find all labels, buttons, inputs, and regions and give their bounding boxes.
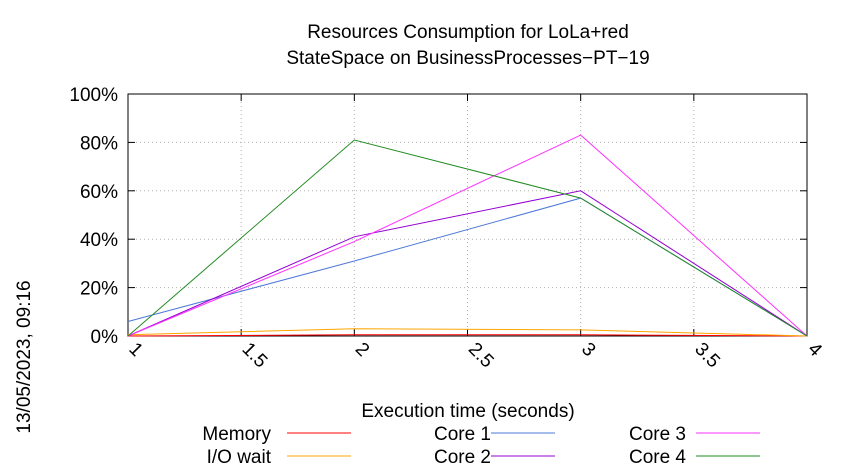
- y-tick-label: 40%: [80, 230, 118, 251]
- series-lines: [127, 134, 808, 337]
- chart-title-line-2: StateSpace on BusinessProcesses−PT−19: [286, 48, 649, 69]
- y-tick-label: 20%: [80, 279, 118, 300]
- x-tick-label: 1.5: [238, 339, 272, 373]
- axes: [127, 93, 808, 337]
- timestamp-label: 13/05/2023, 09:16: [14, 280, 35, 433]
- x-tick-label: 1: [124, 339, 146, 361]
- x-tick-label: 3.5: [690, 339, 724, 373]
- chart-title-line-1: Resources Consumption for LoLa+red: [307, 22, 629, 43]
- legend-label: Core 4: [629, 447, 686, 468]
- series-line-core-4: [127, 139, 808, 337]
- legend-label: Core 2: [434, 447, 491, 468]
- y-tick-label: 100%: [69, 85, 118, 106]
- legend-label: Core 1: [434, 424, 491, 445]
- y-tick-label: 0%: [91, 327, 119, 348]
- x-tick-label: 3: [577, 339, 599, 361]
- series-line-i-o-wait: [127, 328, 808, 337]
- legend-label: Memory: [202, 424, 271, 445]
- y-tick-label: 80%: [80, 133, 118, 154]
- y-tick-label: 60%: [80, 182, 118, 203]
- x-tick-label: 4: [803, 339, 826, 362]
- x-axis-label: Execution time (seconds): [361, 401, 574, 422]
- chart-title: Resources Consumption for LoLa+red State…: [286, 22, 649, 69]
- series-line-core-2: [127, 190, 808, 337]
- series-line-memory: [127, 334, 808, 337]
- x-tick-label: 2: [351, 339, 373, 361]
- x-tick-label: 2.5: [464, 339, 498, 373]
- grid: [127, 93, 808, 337]
- legend-label: I/O wait: [207, 447, 272, 468]
- legend-label: Core 3: [629, 424, 686, 445]
- series-line-core-3: [127, 134, 808, 337]
